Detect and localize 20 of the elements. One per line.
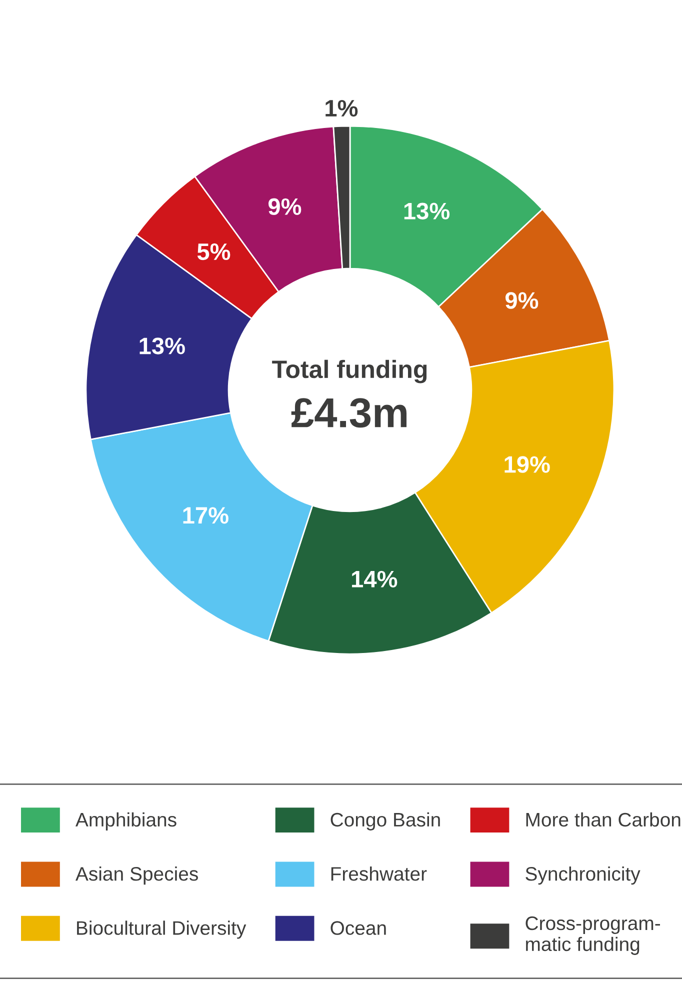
- data-label: 9%: [505, 292, 538, 309]
- legend-label: Ocean: [330, 921, 386, 935]
- text: £4.3m: [291, 398, 406, 428]
- data-label: 13%: [404, 202, 450, 220]
- text: Total funding: [272, 360, 427, 384]
- legend-label: Synchronicity: [526, 866, 640, 885]
- legend-label: Freshwater: [331, 866, 427, 881]
- data-label: 14%: [352, 570, 398, 588]
- data-label: 9%: [268, 198, 302, 216]
- legend-label: Amphibians: [75, 812, 176, 830]
- data-label: 1%: [326, 100, 358, 117]
- data-label: 13%: [140, 338, 185, 354]
- data-label: 19%: [504, 456, 550, 473]
- legend-label: Biocultural Diversity: [77, 920, 246, 939]
- legend-label: More than Carbon: [526, 812, 680, 827]
- legend-label: Asian Species: [75, 866, 198, 885]
- legend-label: Cross-program- matic funding: [526, 916, 660, 955]
- data-label: 5%: [197, 243, 230, 260]
- data-label: 17%: [183, 507, 228, 524]
- legend-label: Congo Basin: [330, 812, 440, 830]
